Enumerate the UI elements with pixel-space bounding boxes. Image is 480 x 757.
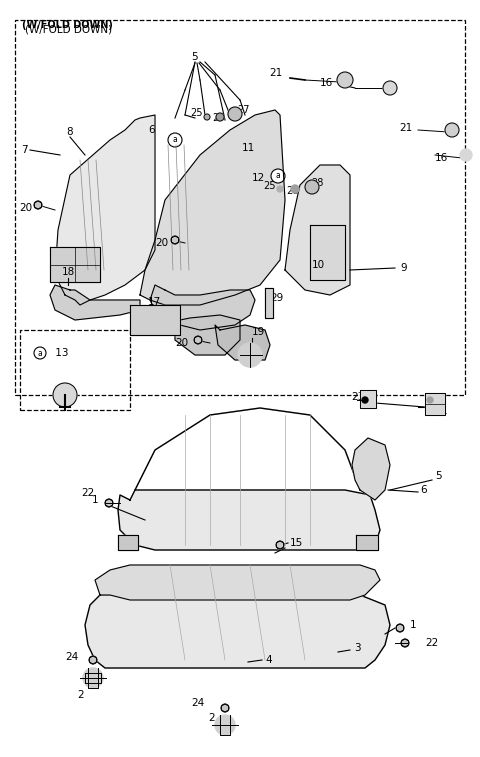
Text: 7: 7 bbox=[22, 145, 28, 155]
Text: 15: 15 bbox=[290, 538, 303, 548]
Text: 2: 2 bbox=[208, 713, 215, 723]
Circle shape bbox=[401, 639, 409, 647]
Circle shape bbox=[53, 383, 77, 407]
Circle shape bbox=[34, 347, 46, 359]
Text: 20: 20 bbox=[19, 203, 32, 213]
Bar bbox=[118, 535, 138, 550]
Text: a: a bbox=[276, 172, 280, 180]
Text: (W/FOLD DOWN): (W/FOLD DOWN) bbox=[22, 20, 113, 30]
Text: 21: 21 bbox=[270, 68, 283, 78]
Text: 4: 4 bbox=[265, 655, 272, 665]
Polygon shape bbox=[135, 408, 360, 490]
Text: a: a bbox=[37, 348, 42, 357]
Text: 6: 6 bbox=[149, 125, 156, 135]
Circle shape bbox=[362, 397, 368, 403]
Text: 25: 25 bbox=[264, 181, 276, 191]
Text: 26: 26 bbox=[286, 186, 298, 196]
Circle shape bbox=[427, 397, 433, 403]
Circle shape bbox=[204, 114, 210, 120]
Circle shape bbox=[305, 180, 319, 194]
Circle shape bbox=[105, 499, 113, 507]
Text: 5: 5 bbox=[435, 471, 442, 481]
Text: 12: 12 bbox=[252, 173, 265, 183]
Polygon shape bbox=[118, 490, 380, 550]
Text: a: a bbox=[173, 136, 178, 145]
Text: 19: 19 bbox=[252, 327, 265, 337]
Circle shape bbox=[171, 236, 179, 244]
Text: 16: 16 bbox=[435, 153, 448, 163]
Text: 22: 22 bbox=[425, 638, 438, 648]
Circle shape bbox=[396, 624, 404, 632]
Circle shape bbox=[337, 72, 353, 88]
Text: 10: 10 bbox=[312, 260, 325, 270]
Bar bbox=[20, 330, 130, 410]
Circle shape bbox=[228, 107, 242, 121]
Polygon shape bbox=[95, 565, 380, 600]
Text: 8: 8 bbox=[67, 127, 73, 137]
Circle shape bbox=[34, 201, 42, 209]
Text: 11: 11 bbox=[241, 143, 254, 153]
Bar bbox=[130, 305, 180, 335]
Circle shape bbox=[383, 81, 397, 95]
Text: 24: 24 bbox=[65, 652, 78, 662]
Polygon shape bbox=[285, 165, 350, 295]
Text: 22: 22 bbox=[82, 488, 95, 498]
Circle shape bbox=[271, 169, 285, 183]
Text: 23: 23 bbox=[352, 392, 365, 402]
Text: 5: 5 bbox=[192, 52, 198, 62]
Text: 21: 21 bbox=[400, 123, 413, 133]
Text: 6: 6 bbox=[420, 485, 427, 495]
Text: 20: 20 bbox=[155, 238, 168, 248]
Text: 29: 29 bbox=[270, 293, 283, 303]
Polygon shape bbox=[150, 285, 255, 330]
Text: 24: 24 bbox=[192, 698, 205, 708]
Circle shape bbox=[168, 133, 182, 147]
Polygon shape bbox=[175, 315, 240, 355]
Text: 28: 28 bbox=[311, 178, 324, 188]
Polygon shape bbox=[55, 115, 155, 305]
Text: 2: 2 bbox=[77, 690, 84, 700]
Text: 27: 27 bbox=[237, 105, 250, 115]
Text: 13: 13 bbox=[52, 348, 69, 358]
Circle shape bbox=[460, 149, 472, 161]
Polygon shape bbox=[50, 285, 140, 320]
Circle shape bbox=[89, 656, 97, 664]
Polygon shape bbox=[85, 595, 390, 668]
Circle shape bbox=[238, 343, 262, 367]
Circle shape bbox=[194, 336, 202, 344]
Bar bbox=[425, 393, 445, 415]
Bar bbox=[265, 288, 273, 318]
Text: 14: 14 bbox=[435, 408, 448, 418]
Circle shape bbox=[445, 123, 459, 137]
Bar bbox=[356, 535, 378, 550]
Text: (W/FOLD DOWN): (W/FOLD DOWN) bbox=[25, 25, 112, 35]
Bar bbox=[15, 20, 465, 395]
Text: 9: 9 bbox=[400, 263, 407, 273]
Circle shape bbox=[216, 113, 224, 121]
Bar bbox=[360, 390, 376, 408]
Text: 16: 16 bbox=[320, 78, 333, 88]
Text: 26: 26 bbox=[212, 113, 224, 123]
Circle shape bbox=[221, 704, 229, 712]
Circle shape bbox=[215, 715, 235, 735]
Text: 25: 25 bbox=[191, 108, 203, 118]
Polygon shape bbox=[352, 438, 390, 500]
Polygon shape bbox=[140, 110, 285, 305]
Bar bbox=[50, 247, 100, 282]
Polygon shape bbox=[215, 325, 270, 360]
Text: 3: 3 bbox=[354, 643, 360, 653]
Text: 1: 1 bbox=[91, 495, 98, 505]
Circle shape bbox=[83, 668, 103, 688]
Text: 17: 17 bbox=[148, 297, 161, 307]
Text: 1: 1 bbox=[410, 620, 417, 630]
Text: 18: 18 bbox=[61, 267, 74, 277]
Text: 20: 20 bbox=[175, 338, 188, 348]
Bar bbox=[310, 225, 345, 280]
Circle shape bbox=[276, 541, 284, 549]
Circle shape bbox=[277, 186, 283, 192]
Circle shape bbox=[291, 185, 299, 193]
